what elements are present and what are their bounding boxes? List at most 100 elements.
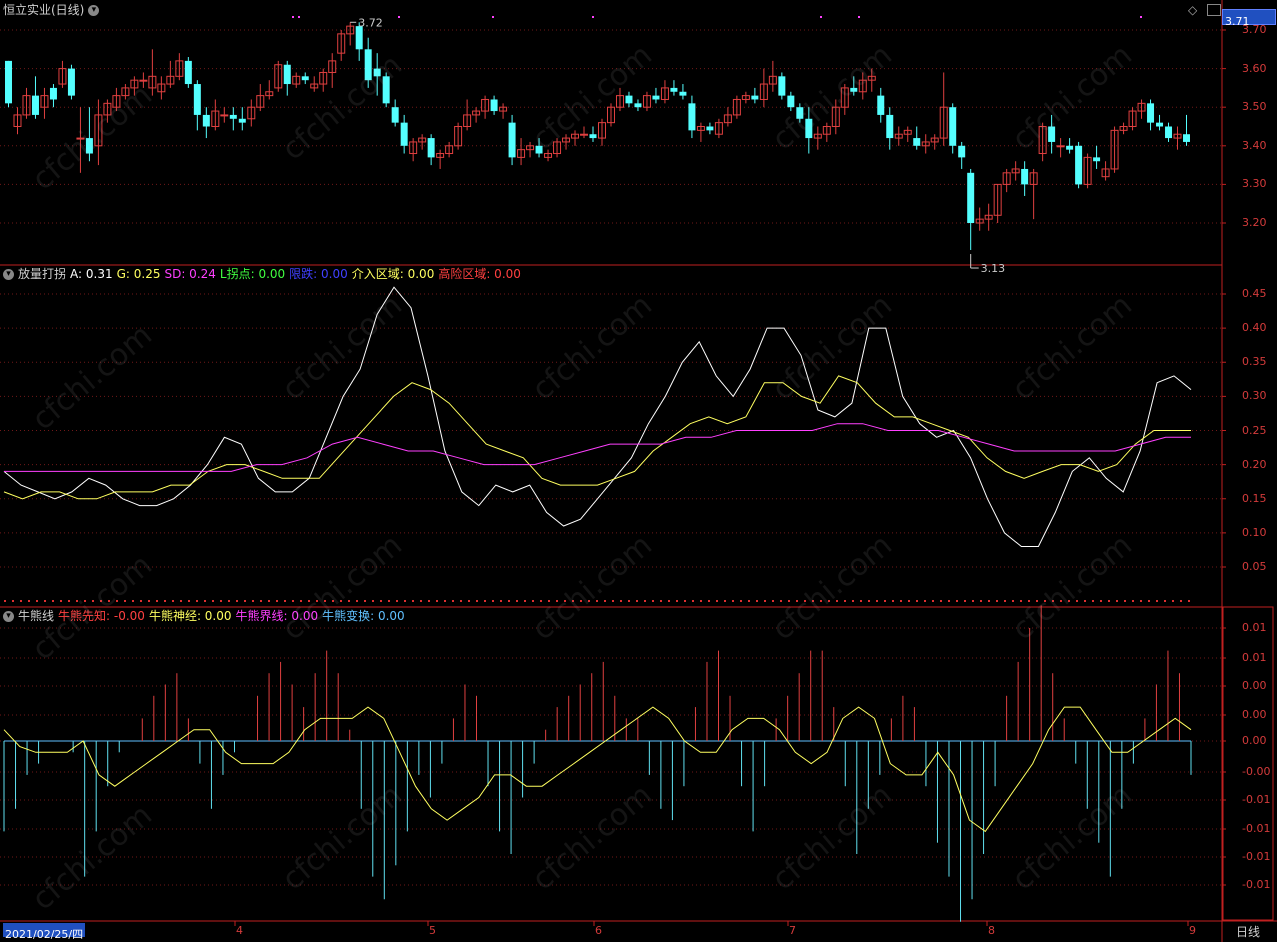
indicator-tick: 0.10 (1242, 525, 1267, 539)
bear-bull-tick: 0.00 (1242, 734, 1267, 747)
candle-body (166, 75, 175, 85)
dotted-baseline (1164, 600, 1166, 602)
dotted-baseline (788, 600, 790, 602)
candle-body (1011, 168, 1020, 174)
dotted-baseline (36, 600, 38, 602)
dotted-baseline (1116, 600, 1118, 602)
candle-body (787, 95, 795, 108)
period-label[interactable]: 日线 (1236, 925, 1261, 939)
dotted-baseline (68, 600, 70, 602)
dotted-baseline (1156, 600, 1158, 602)
candle-body (867, 75, 876, 81)
dotted-baseline (292, 600, 294, 602)
diamond-icon[interactable]: ◇ (1188, 3, 1198, 17)
bear-bull-tick: -0.01 (1242, 878, 1271, 891)
candle-body (238, 118, 246, 123)
legend-item: 牛熊变换: 0.00 (322, 609, 405, 623)
candle-body (157, 83, 166, 93)
dotted-baseline (1068, 600, 1070, 602)
candle-body (148, 75, 157, 89)
candle-body (642, 95, 651, 108)
high-mark-label: 3.72 (358, 16, 383, 29)
bear-bull-line (3, 706, 1192, 833)
dotted-baseline (100, 600, 102, 602)
candle-body (202, 114, 210, 127)
x-axis-label: 6 (595, 924, 602, 937)
dotted-baseline (28, 600, 30, 602)
candle-body (805, 118, 813, 139)
dotted-baseline (828, 600, 830, 602)
x-axis-label: 8 (988, 924, 995, 937)
dotted-baseline (556, 600, 558, 602)
date-label: 2021/02/25/四 (5, 928, 84, 941)
dotted-baseline (876, 600, 878, 602)
dotted-baseline (268, 600, 270, 602)
candle-body (688, 103, 696, 131)
dotted-baseline (716, 600, 718, 602)
dotted-baseline (908, 600, 910, 602)
dotted-baseline (884, 600, 886, 602)
dotted-baseline (84, 600, 86, 602)
dotted-baseline (932, 600, 934, 602)
candle-body (831, 106, 840, 127)
indicator-line-A (3, 286, 1192, 547)
indicator-tick: 0.20 (1242, 457, 1267, 471)
candle-body (355, 26, 363, 50)
panel3-axis-frame (1222, 606, 1274, 921)
candle-body (1119, 126, 1128, 131)
dotted-baseline (228, 600, 230, 602)
menu-box-icon[interactable] (1207, 4, 1221, 16)
price-tick: 3.60 (1242, 61, 1267, 75)
indicator-line-SD (4, 423, 1191, 472)
dropdown-icon[interactable]: ▾ (88, 5, 100, 16)
candle-body (679, 91, 687, 96)
dotted-baseline (1140, 600, 1142, 602)
candle-body (5, 60, 12, 104)
dotted-baseline (1060, 600, 1062, 602)
legend-item: 限跌: 0.00 (289, 267, 348, 281)
dotted-baseline (1100, 600, 1102, 602)
candle-body (418, 137, 427, 143)
dotted-baseline (644, 600, 646, 602)
candle-body (723, 114, 732, 124)
candle-body (256, 95, 265, 108)
candle-body (346, 25, 355, 35)
dotted-baseline (1020, 600, 1022, 602)
indicator-tick: 0.40 (1242, 321, 1267, 335)
dotted-baseline (164, 600, 166, 602)
stock-title[interactable]: 恒立实业(日线) ▾ (3, 3, 103, 17)
bear-bull-tick: -0.01 (1242, 793, 1271, 806)
dotted-baseline (988, 600, 990, 602)
indicator-tick: 0.30 (1242, 389, 1267, 403)
candle-body (31, 95, 39, 115)
dotted-baseline (692, 600, 694, 602)
dotted-baseline (20, 600, 22, 602)
candle-body (958, 145, 966, 158)
bear-bull-tick: 0.01 (1242, 621, 1267, 634)
candle-body (139, 79, 148, 82)
candle-body (615, 95, 624, 108)
signal-dot (298, 16, 300, 18)
collapse-icon[interactable]: ▾ (3, 611, 14, 622)
dotted-baseline (564, 600, 566, 602)
stock-title-text: 恒立实业(日线) (3, 3, 85, 17)
bear-bull-tick: 0.00 (1242, 708, 1267, 721)
dotted-baseline (180, 600, 182, 602)
x-axis-label: 7 (789, 924, 796, 937)
dotted-baseline (1148, 600, 1150, 602)
legend-item: 牛熊神经: 0.00 (148, 609, 232, 623)
dotted-baseline (340, 600, 342, 602)
dotted-baseline (276, 600, 278, 602)
candle-body (1083, 156, 1092, 185)
candle-body (1110, 129, 1119, 170)
candle-body (481, 98, 490, 112)
dotted-baseline (1012, 600, 1014, 602)
dotted-baseline (732, 600, 734, 602)
candle-body (741, 95, 750, 100)
dotted-baseline (52, 600, 54, 602)
candle-body (454, 126, 463, 147)
collapse-icon[interactable]: ▾ (3, 269, 14, 280)
dotted-baseline (196, 600, 198, 602)
candle-body (1056, 145, 1065, 148)
candle-body (220, 114, 229, 117)
